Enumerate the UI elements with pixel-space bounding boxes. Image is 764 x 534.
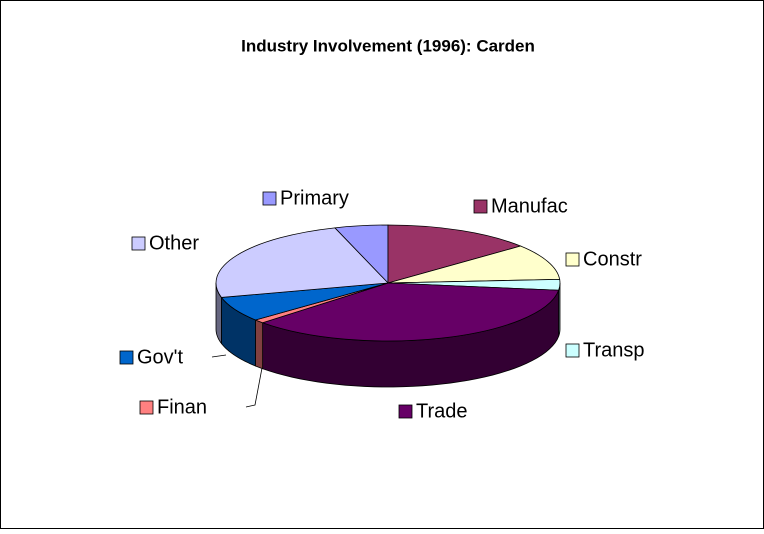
data-label: Manufac (491, 195, 568, 217)
label-swatch (398, 404, 413, 419)
label-swatch (565, 343, 580, 358)
label-swatch (131, 236, 146, 251)
data-label: Transp (583, 339, 645, 361)
label-swatch (565, 252, 580, 267)
data-label: Trade (416, 400, 468, 422)
label-swatch (139, 400, 154, 415)
slice (215, 227, 389, 298)
label-swatch (473, 199, 488, 214)
slice (387, 224, 522, 284)
slice (387, 245, 561, 284)
data-label: Finan (157, 396, 207, 418)
label-swatch (262, 191, 277, 206)
leader-line (245, 367, 263, 408)
data-label: Other (149, 232, 199, 254)
data-label: Primary (280, 187, 349, 209)
chart-title: Industry Involvement (1996): Carden (241, 36, 535, 55)
leader-line (211, 354, 227, 358)
slice-side (255, 319, 264, 370)
data-label: Gov't (137, 346, 183, 368)
slice (261, 282, 560, 342)
data-label: Constr (583, 248, 642, 270)
label-swatch (119, 350, 134, 365)
